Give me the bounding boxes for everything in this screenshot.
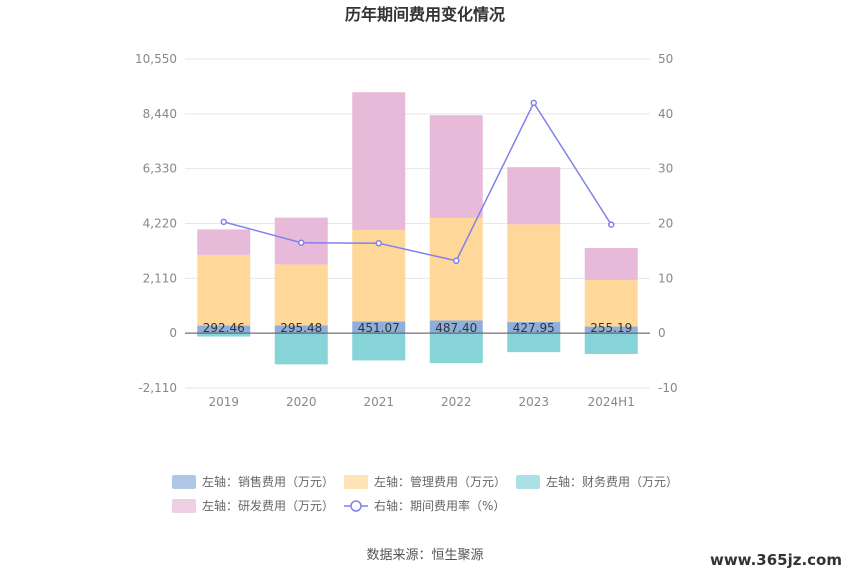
- legend-swatch: [344, 475, 368, 489]
- bar-segment: [507, 224, 561, 323]
- rate-point: [375, 239, 382, 247]
- rate-line-path: [223, 101, 612, 262]
- rate-line: [220, 99, 615, 265]
- data-labels: 292.46 295.48 451.07 487.40 427.95 255.19: [203, 321, 633, 335]
- right-tick-label: 50: [658, 52, 673, 66]
- axes: 10,550 50 8,440 40 6,330 30 4,220 20 2,110 10 0 0 -2…: [135, 52, 678, 409]
- left-tick-label: 2,110: [143, 271, 177, 285]
- category-label: 2019: [208, 395, 239, 409]
- rate-point: [453, 257, 460, 265]
- legend-swatch: [516, 475, 540, 489]
- bar-segment: [352, 333, 406, 361]
- bar-segment: [352, 321, 406, 334]
- rate-point: [608, 221, 615, 228]
- bar-segment: [274, 333, 328, 365]
- bar-segment: [197, 254, 251, 326]
- grid: [185, 58, 650, 389]
- left-tick-label: 6,330: [143, 162, 177, 176]
- source-text: 数据来源：恒生聚源: [366, 548, 483, 563]
- category-label: 2023: [518, 395, 549, 409]
- left-tick-label: 10,550: [135, 52, 177, 66]
- bar-segment: [584, 280, 638, 327]
- right-tick-label: 40: [658, 107, 673, 121]
- legend-label: 右轴：期间费用率（%）: [374, 498, 505, 513]
- legend-label: 左轴：研发费用（万元）: [202, 498, 334, 513]
- rate-point: [298, 239, 305, 246]
- sales-data-label: 292.46: [203, 321, 245, 335]
- bar-segment: [584, 326, 638, 334]
- bar-segment: [429, 115, 483, 218]
- category-label: 2024H1: [588, 395, 635, 409]
- bar-segment: [274, 325, 328, 334]
- bar-segment: [429, 333, 483, 364]
- bar-segment: [429, 217, 483, 321]
- legend-label: 左轴：销售费用（万元）: [202, 474, 334, 489]
- right-tick-label: 0: [658, 326, 666, 340]
- sales-data-label: 487.40: [435, 321, 477, 335]
- rate-point: [220, 218, 227, 226]
- right-tick-label: 10: [658, 271, 673, 285]
- left-tick-label: 0: [169, 326, 177, 340]
- bar-segment: [197, 325, 251, 334]
- chart-title: 历年期间费用变化情况: [345, 5, 505, 24]
- bars: [197, 92, 638, 365]
- right-tick-label: 20: [658, 217, 673, 231]
- sales-data-label: 427.95: [513, 321, 555, 335]
- bar-segment: [584, 248, 638, 281]
- sales-data-label: 295.48: [280, 321, 322, 335]
- bar-segment: [197, 229, 251, 255]
- bar-segment: [274, 264, 328, 326]
- legend-swatch: [172, 475, 196, 489]
- legend-swatch: [172, 499, 196, 513]
- bar-segment: [584, 333, 638, 354]
- bar-segment: [507, 322, 561, 334]
- bar-segment: [352, 92, 406, 230]
- right-tick-label: 30: [658, 162, 673, 176]
- left-tick-label: 4,220: [143, 217, 177, 231]
- category-label: 2022: [441, 395, 472, 409]
- sales-data-label: 451.07: [358, 321, 400, 335]
- category-label: 2021: [363, 395, 394, 409]
- left-tick-label: 8,440: [143, 107, 177, 121]
- bar-segment: [429, 320, 483, 334]
- left-tick-label: -2,110: [138, 381, 177, 395]
- bar-segment: [197, 333, 251, 337]
- legend-point-swatch: [350, 500, 362, 512]
- right-tick-label: -10: [658, 381, 678, 395]
- legend-label: 左轴：管理费用（万元）: [374, 474, 506, 489]
- bar-segment: [507, 333, 561, 353]
- watermark: www.365jz.com: [710, 551, 842, 569]
- legend-label: 左轴：财务费用（万元）: [546, 474, 678, 489]
- sales-data-label: 255.19: [590, 321, 632, 335]
- bar-segment: [507, 167, 561, 225]
- category-label: 2020: [286, 395, 317, 409]
- rate-point: [530, 99, 537, 107]
- legend: 左轴：销售费用（万元） 左轴：管理费用（万元） 左轴：财务费用（万元） 左轴：研发费用…: [172, 474, 678, 513]
